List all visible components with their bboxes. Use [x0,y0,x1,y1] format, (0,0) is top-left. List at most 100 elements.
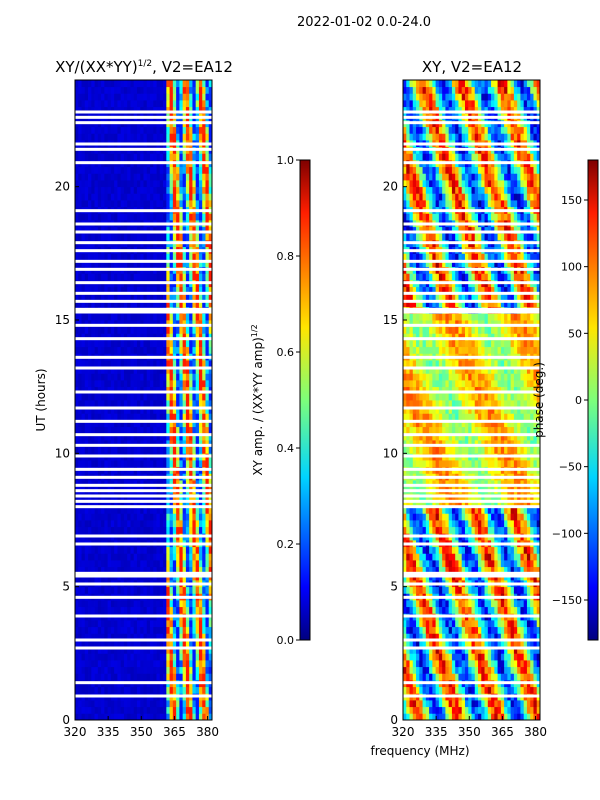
amp-cell [195,126,200,134]
amp-cell [117,526,122,534]
amp-cell [104,93,109,101]
amp-cell [120,660,125,668]
amp-cell [156,420,161,428]
amp-cell [185,193,190,201]
amp-cell [189,366,193,374]
amp-cell [136,440,141,448]
phase-cell [403,600,407,608]
phase-cell [442,633,446,641]
phase-cell [494,653,498,661]
amp-cell [91,520,95,528]
amp-cell [163,166,167,174]
amp-cell [88,133,92,141]
phase-cell [451,646,456,654]
amp-cell [130,193,135,201]
amp-cell [202,646,206,654]
amp-cell [182,393,187,401]
amp-cell [182,446,187,454]
amp-cell [136,400,141,408]
amp-cell [172,340,177,348]
amp-cell [163,153,167,161]
phase-cell [520,633,525,641]
amp-cell [97,286,102,294]
phase-cell [416,653,420,661]
amp-cell [172,566,177,574]
phase-cell [520,646,525,654]
amp-x-tick-label: 335 [97,725,120,739]
amp-cell [140,133,144,141]
amp-cell [150,460,154,468]
amp-cell [176,286,180,294]
amp-cell [172,546,177,554]
amp-cell [88,673,92,681]
amp-cell [205,706,210,714]
phase-cell [416,640,420,648]
amp-cell [101,553,105,561]
amp-cell [78,520,82,528]
amp-cell [172,500,177,508]
amp-cell [182,406,187,414]
amp-cell [94,673,99,681]
amp-cell [189,133,193,141]
amp-cell [179,546,184,554]
amp-cell [120,546,125,554]
amp-cell [114,273,118,281]
amp-cell [189,553,193,561]
amp-cell [75,666,79,674]
amp-cell [159,400,164,408]
amp-cell [150,133,154,141]
amp-cell [104,133,109,141]
amp-cell [97,640,102,648]
amp-cell [133,646,138,654]
amp-cell [107,446,112,454]
amp-cell [163,526,167,534]
amp-cell [94,420,99,428]
amp-cell [166,526,170,534]
phase-cell [425,633,430,641]
amp-cell [198,666,203,674]
amp-cell [192,713,197,721]
amp-cell [127,153,131,161]
amp-cell [146,180,151,188]
phase-cell [455,653,459,661]
amp-cell [140,626,144,634]
amp-cell [123,506,128,514]
phase-cell [510,586,515,594]
phase-cell [429,586,433,594]
phase-cell [406,706,410,714]
amp-cell [189,586,193,594]
amp-cell [198,400,203,408]
amp-cell [163,186,167,194]
amp-cell [120,713,125,721]
amp-cell [192,566,197,574]
amp-cell [133,233,138,241]
amp-cell [136,500,141,508]
amp-cell [150,186,154,194]
amp-cell [97,480,102,488]
amp-cell [101,673,105,681]
phase-cell [484,706,489,714]
amp-cell [169,93,174,101]
amp-cell [189,666,193,674]
phase-cell [494,713,498,721]
amp-cell [176,686,180,694]
amp-cell [176,546,180,554]
amp-cell [123,620,128,628]
amp-cell [104,333,109,341]
amp-cell [146,506,151,514]
amp-cell [192,380,197,388]
amp-cell [78,566,82,574]
amp-cell [133,260,138,268]
amp-cell [179,506,184,514]
phase-cell [435,646,440,654]
phase-cell [484,646,489,654]
amp-cell [91,200,95,208]
amp-cell [107,93,112,101]
amp-cell [101,80,105,88]
amp-cell [156,606,161,614]
amp-cell [140,200,144,208]
amp-cell [78,413,82,421]
amp-cell [182,553,187,561]
amp-cell [172,406,177,414]
amp-cell [140,186,144,194]
